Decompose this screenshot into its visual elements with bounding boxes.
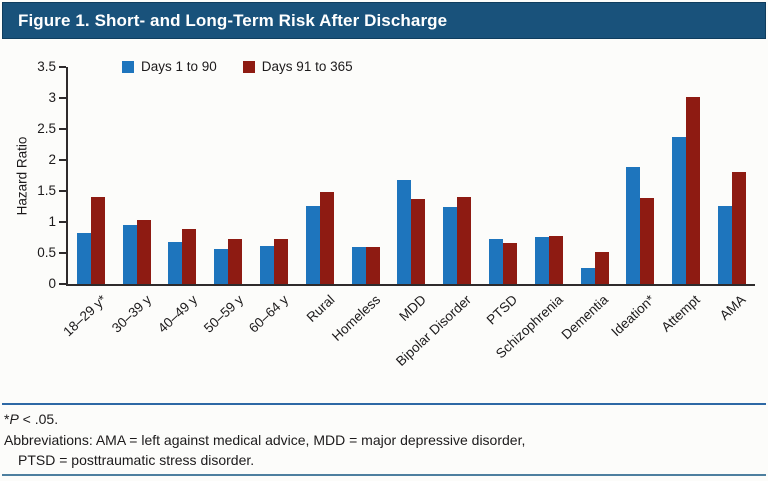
chart-legend: Days 1 to 90 Days 91 to 365 xyxy=(122,59,353,74)
bar-short-term xyxy=(260,246,275,284)
bar-long-term xyxy=(182,229,197,284)
bar-group xyxy=(526,67,572,284)
y-axis-tick xyxy=(59,190,66,192)
bar-groups xyxy=(68,67,755,284)
bar-long-term xyxy=(732,172,747,284)
y-axis-tick-label: 3 xyxy=(48,90,56,105)
y-axis-tick-label: 0 xyxy=(48,276,56,291)
bar-long-term xyxy=(136,220,151,284)
bar-long-term xyxy=(503,243,518,284)
bar-group xyxy=(343,67,389,284)
x-axis-label-text: Homeless xyxy=(328,292,384,344)
x-axis-label-text: Rural xyxy=(303,292,338,325)
x-axis-label-text: 50–59 y xyxy=(200,292,247,336)
bar-group xyxy=(618,67,664,284)
abbreviations-line2: PTSD = posttraumatic stress disorder. xyxy=(18,452,255,468)
y-axis-tick xyxy=(59,221,66,223)
x-axis-label-text: AMA xyxy=(716,292,749,323)
bar-short-term xyxy=(351,247,366,284)
y-axis-tick-label: 1.5 xyxy=(37,183,56,198)
bar-group xyxy=(434,67,480,284)
y-axis-tick xyxy=(59,97,66,99)
figure-title: Figure 1. Short- and Long-Term Risk Afte… xyxy=(18,10,448,30)
x-axis-label-text: 30–39 y xyxy=(109,292,155,336)
figure-footnotes: *P < .05. Abbreviations: AMA = left agai… xyxy=(4,409,525,471)
x-axis-label-text: Ideation* xyxy=(607,292,658,340)
legend-label: Days 91 to 365 xyxy=(261,59,353,74)
x-axis-label-text: MDD xyxy=(396,292,429,324)
bar-group xyxy=(709,67,755,284)
bar-long-term xyxy=(548,236,563,284)
bar-short-term xyxy=(122,225,137,284)
bar-long-term xyxy=(594,252,609,284)
bar-long-term xyxy=(274,239,289,284)
bar-group xyxy=(663,67,709,284)
y-axis-tick xyxy=(59,252,66,254)
bar-short-term xyxy=(580,268,595,284)
bar-short-term xyxy=(214,249,229,284)
legend-item-days-1-90: Days 1 to 90 xyxy=(122,59,217,74)
y-axis-tick xyxy=(59,128,66,130)
legend-swatch-red-icon xyxy=(242,60,255,73)
separator-line-top xyxy=(2,403,766,405)
bar-long-term xyxy=(319,192,334,284)
bar-short-term xyxy=(489,239,504,284)
bar-short-term xyxy=(534,237,549,284)
bar-long-term xyxy=(90,197,105,284)
y-axis-title: Hazard Ratio xyxy=(14,136,30,216)
x-axis-label-text: 18–29 y* xyxy=(59,292,110,340)
figure-title-bar: Figure 1. Short- and Long-Term Risk Afte… xyxy=(2,2,766,39)
abbreviations-line1: Abbreviations: AMA = left against medica… xyxy=(4,431,526,448)
x-axis-label-text: 40–49 y xyxy=(155,292,201,336)
bar-long-term xyxy=(411,199,426,284)
bar-group xyxy=(251,67,297,284)
bar-short-term xyxy=(305,206,320,284)
bar-long-term xyxy=(365,247,380,284)
bar-short-term xyxy=(168,242,183,284)
bar-short-term xyxy=(718,206,733,284)
bar-long-term xyxy=(228,239,243,284)
y-axis-tick-label: 3.5 xyxy=(37,59,56,74)
y-axis-tick-label: 2 xyxy=(48,152,56,167)
bar-group xyxy=(114,67,160,284)
bar-short-term xyxy=(626,167,641,284)
bar-long-term xyxy=(457,197,472,284)
x-axis-label-text: Dementia xyxy=(558,292,612,343)
y-axis-tick xyxy=(59,283,66,285)
plot-area xyxy=(66,67,755,286)
x-axis-label-text: PTSD xyxy=(483,292,521,328)
x-axis-label-text: 60–64 y xyxy=(246,292,292,336)
bar-group xyxy=(480,67,526,284)
y-axis-tick-label: 2.5 xyxy=(37,121,56,136)
bar-chart: Hazard Ratio Days 1 to 90 Days 91 to 365… xyxy=(0,38,768,398)
x-axis-label-text: Attempt xyxy=(658,292,703,335)
bar-group xyxy=(68,67,114,284)
bar-short-term xyxy=(76,233,91,284)
pvalue-footnote: *P < .05. xyxy=(4,411,59,427)
bar-group xyxy=(389,67,435,284)
bar-group xyxy=(297,67,343,284)
y-axis-tick-label: 0.5 xyxy=(37,245,56,260)
y-axis-tick xyxy=(59,66,66,68)
separator-line-bottom xyxy=(2,474,766,476)
bar-short-term xyxy=(672,137,687,284)
bar-group xyxy=(160,67,206,284)
y-axis-tick xyxy=(59,159,66,161)
legend-item-days-91-365: Days 91 to 365 xyxy=(242,59,353,74)
legend-swatch-blue-icon xyxy=(122,60,134,73)
bar-group xyxy=(205,67,251,284)
bar-group xyxy=(572,67,618,284)
bar-long-term xyxy=(640,198,655,284)
bar-short-term xyxy=(443,207,458,284)
legend-label: Days 1 to 90 xyxy=(141,59,217,74)
bar-short-term xyxy=(397,180,412,284)
bar-long-term xyxy=(686,97,701,284)
y-axis-tick-label: 1 xyxy=(48,214,56,229)
